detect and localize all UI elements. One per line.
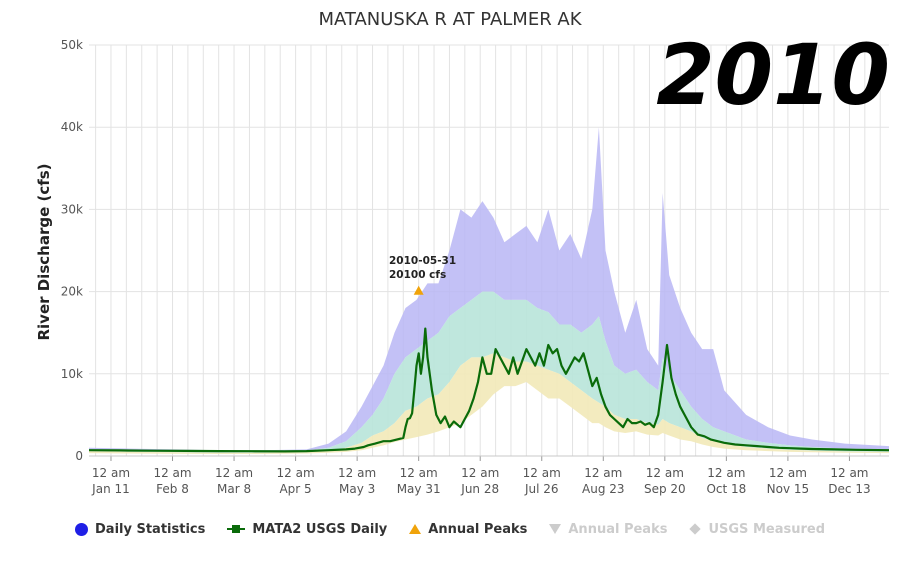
legend: Daily Statistics MATA2 USGS Daily Annual P…: [0, 518, 900, 540]
circle-icon: [75, 522, 88, 536]
x-tick-label-time: 12 am: [277, 466, 315, 480]
legend-label: Annual Peaks: [568, 521, 668, 537]
x-tick-label-time: 12 am: [707, 466, 745, 480]
y-tick-label: 30k: [61, 202, 83, 216]
legend-label: Daily Statistics: [95, 521, 206, 537]
band-p75-to-p25[interactable]: [89, 291, 889, 453]
line-square-icon: [227, 523, 246, 535]
year-label: 2010: [656, 26, 890, 124]
legend-label: USGS Measured: [708, 521, 825, 537]
x-tick-label-time: 12 am: [215, 466, 253, 480]
legend-item-annual-peaks-hidden[interactable]: Annual Peaks: [549, 522, 667, 537]
x-tick-label-time: 12 am: [338, 466, 376, 480]
x-tick-label-date: Jun 28: [460, 482, 499, 496]
x-tick-label-date: Oct 18: [706, 482, 746, 496]
x-tick-label-date: Nov 15: [767, 482, 810, 496]
x-tick-label-time: 12 am: [153, 466, 191, 480]
daily-discharge-line[interactable]: [88, 327, 890, 453]
x-tick-label-time: 12 am: [769, 466, 807, 480]
x-tick-label-date: May 31: [397, 482, 441, 496]
x-tick-label-date: Sep 20: [644, 482, 686, 496]
x-tick-label-date: Aug 23: [582, 482, 625, 496]
y-tick-label: 20k: [61, 285, 83, 299]
y-tick-label: 40k: [61, 120, 83, 134]
x-tick-label-date: May 3: [339, 482, 375, 496]
x-tick-label-date: Mar 8: [217, 482, 251, 496]
chart-title: MATANUSKA R AT PALMER AK: [318, 9, 582, 30]
x-tick-label-time: 12 am: [461, 466, 499, 480]
legend-item-mata2-usgs-daily[interactable]: MATA2 USGS Daily: [227, 522, 387, 537]
x-tick-label-time: 12 am: [646, 466, 684, 480]
x-tick-label-date: Dec 13: [828, 482, 870, 496]
triangle-up-icon: [409, 524, 422, 534]
daily-line-group[interactable]: [88, 327, 890, 453]
x-axis-ticks: 12 am Jan 11 12 am Feb 8 12 am Mar 8 12 am Apr …: [91, 456, 871, 496]
annual-peaks-group[interactable]: [413, 285, 424, 295]
annual-peak-marker[interactable]: [413, 285, 424, 295]
legend-item-annual-peaks[interactable]: Annual Peaks: [409, 522, 527, 537]
peak-annotation-value: 20100 cfs: [389, 269, 446, 281]
x-tick-label-time: 12 am: [584, 466, 622, 480]
x-tick-label-time: 12 am: [92, 466, 130, 480]
y-axis-ticks: 0 10k 20k 30k 40k 50k: [61, 38, 83, 463]
x-tick-label-date: Feb 8: [156, 482, 189, 496]
x-tick-label-date: Apr 5: [279, 482, 311, 496]
x-tick-label-date: Jan 11: [91, 482, 130, 496]
band-max-to-p75[interactable]: [89, 127, 889, 452]
x-tick-label-time: 12 am: [830, 466, 868, 480]
legend-item-usgs-measured-hidden[interactable]: USGS Measured: [689, 522, 825, 537]
x-tick-label-time: 12 am: [523, 466, 561, 480]
x-tick-label-date: Jul 26: [524, 482, 559, 496]
peak-annotation-date: 2010-05-31: [389, 255, 456, 267]
diamond-icon: [689, 523, 702, 535]
y-tick-label: 10k: [61, 367, 83, 381]
legend-label: MATA2 USGS Daily: [252, 521, 388, 537]
x-tick-label-time: 12 am: [400, 466, 438, 480]
legend-label: Annual Peaks: [428, 521, 528, 537]
legend-item-daily-statistics[interactable]: Daily Statistics: [75, 522, 205, 537]
y-axis-label: River Discharge (cfs): [35, 163, 53, 340]
y-tick-label: 0: [75, 449, 83, 463]
triangle-down-icon: [549, 524, 562, 534]
y-tick-label: 50k: [61, 38, 83, 52]
